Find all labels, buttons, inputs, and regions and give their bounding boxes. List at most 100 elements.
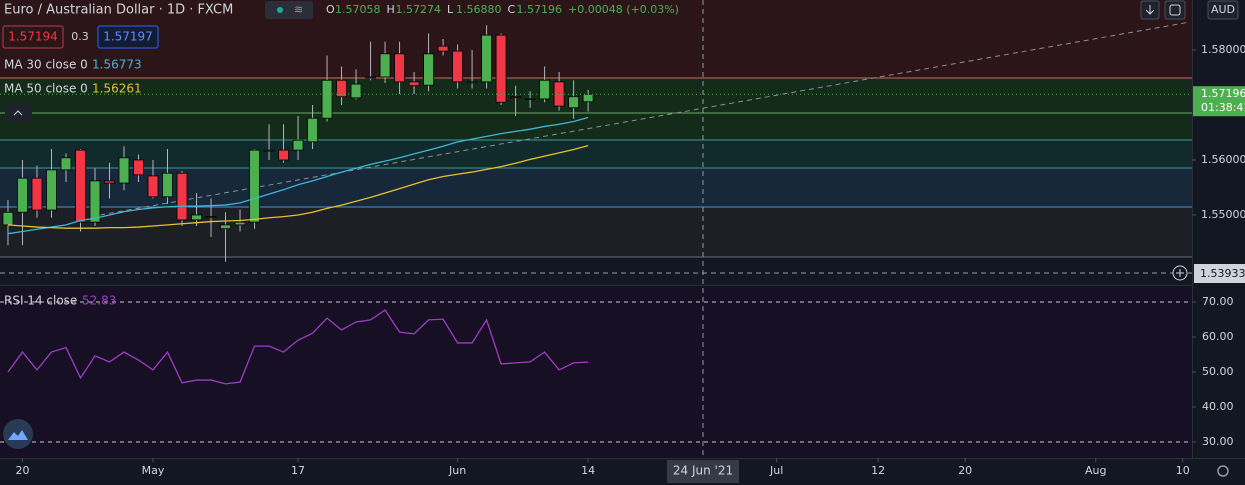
zone xyxy=(0,78,1192,140)
scroll-icon xyxy=(1145,5,1155,15)
candle-body xyxy=(568,96,580,109)
logo-icon xyxy=(8,430,28,440)
ohlc-value: 1.56880 xyxy=(456,3,502,16)
candle-body xyxy=(307,117,318,143)
crosshair-date: 24 Jun '21 xyxy=(673,464,733,478)
y-tick-label: 1.58000 xyxy=(1201,43,1245,56)
collapse-icon xyxy=(13,110,23,116)
rsi-legend: RSI 14 close xyxy=(4,294,77,308)
x-tick-label: May xyxy=(142,464,165,477)
y-tick-label: 1.55000 xyxy=(1201,208,1245,221)
crosshair-price-box xyxy=(1194,264,1245,283)
crosshair-price: 1.53933 xyxy=(1200,267,1245,280)
buy-box[interactable] xyxy=(97,25,159,49)
candle-body xyxy=(147,175,159,198)
collapse-button[interactable] xyxy=(5,104,32,122)
ohlc-value: 1.57058 xyxy=(335,3,381,16)
ohlc-label: C xyxy=(508,3,516,16)
add-icon xyxy=(1176,269,1184,277)
candle-body xyxy=(89,180,101,223)
ohlc-value: 1.57274 xyxy=(396,3,442,16)
ma-legend: MA 30 close 0 xyxy=(4,58,88,72)
candle-body xyxy=(539,79,551,100)
x-tick-label: 10 xyxy=(1176,464,1190,477)
candle-body xyxy=(220,224,231,230)
currency: AUD xyxy=(1211,3,1235,16)
candle-body xyxy=(394,53,405,83)
candle-body xyxy=(510,96,521,99)
logo[interactable] xyxy=(3,419,33,449)
x-tick-label: Aug xyxy=(1085,464,1106,477)
zone xyxy=(0,140,1192,168)
candle-body xyxy=(321,79,333,119)
candle-body xyxy=(2,211,14,226)
y-tick-label: 40.00 xyxy=(1202,400,1234,413)
trend-line xyxy=(99,21,1191,216)
ohlc-legend: O 1.57058 H 1.57274 L 1.56880 C 1.57196 +0.00048… xyxy=(326,3,679,16)
rsi-line xyxy=(7,309,589,385)
candle-body xyxy=(249,149,260,223)
y-tick-label: 30.00 xyxy=(1202,435,1234,448)
symbol-title: Euro / Australian Dollar · 1D · FXCM xyxy=(4,3,233,18)
candle-body xyxy=(162,172,173,198)
candle-body xyxy=(263,149,275,152)
status-dot xyxy=(277,7,283,13)
candle-body xyxy=(234,221,246,226)
x-tick-label: 17 xyxy=(291,464,305,477)
sell-box[interactable] xyxy=(2,25,64,49)
rsi-value: 52.83 xyxy=(82,294,116,308)
last-price: 1.57196 xyxy=(1201,87,1245,100)
candle-body xyxy=(60,157,72,171)
candle-body xyxy=(495,34,507,103)
candle-body xyxy=(365,76,376,79)
ma-value: 1.56773 xyxy=(92,58,142,72)
candle-body xyxy=(582,93,594,103)
ask-price: 1.57197 xyxy=(103,30,153,44)
spread: 0.3 xyxy=(71,30,89,43)
x-tick-label: 12 xyxy=(871,464,885,477)
ma-legend: MA 50 close 0 xyxy=(4,82,88,96)
zone xyxy=(0,0,1192,78)
moving-average xyxy=(7,116,589,235)
x-tick-label: 20 xyxy=(958,464,972,477)
candle-body xyxy=(524,97,536,100)
candle-body xyxy=(176,172,188,221)
maximize-button[interactable] xyxy=(1164,0,1186,20)
y-tick-label: 60.00 xyxy=(1202,330,1234,343)
crosshair-date-box xyxy=(667,460,739,483)
candle-body xyxy=(104,180,115,184)
candle-body xyxy=(46,169,57,211)
candle-body xyxy=(205,216,217,219)
ohlc-label: L xyxy=(447,3,454,16)
candle-body xyxy=(466,81,478,84)
candle-body xyxy=(17,177,28,213)
bid-price: 1.57194 xyxy=(8,30,58,44)
y-tick-label: 70.00 xyxy=(1202,295,1234,308)
candle-body xyxy=(408,81,420,87)
x-tick-label: Jul xyxy=(769,464,783,477)
maximize-icon xyxy=(1169,4,1181,16)
candle-body xyxy=(292,139,304,151)
candle-body xyxy=(75,149,86,223)
candle-body xyxy=(31,177,43,211)
ohlc-label: O xyxy=(326,3,335,16)
candle-body xyxy=(350,83,362,99)
settings-button[interactable] xyxy=(1217,465,1229,477)
candle-body xyxy=(423,53,434,86)
ohlc-label: H xyxy=(387,3,395,16)
y-tick-label: 1.56000 xyxy=(1201,153,1245,166)
price-axis xyxy=(1192,0,1245,485)
candle-body xyxy=(336,79,347,98)
candle-body xyxy=(133,159,144,176)
status-badge xyxy=(265,1,313,19)
moving-average xyxy=(7,145,589,229)
change: +0.00048 (+0.03%) xyxy=(568,3,679,16)
marks xyxy=(0,25,1192,443)
last-price-box xyxy=(1193,86,1245,117)
candle-body xyxy=(118,157,130,184)
candle-body xyxy=(481,34,492,83)
currency-button[interactable] xyxy=(1207,0,1239,20)
candle-body xyxy=(191,214,202,221)
